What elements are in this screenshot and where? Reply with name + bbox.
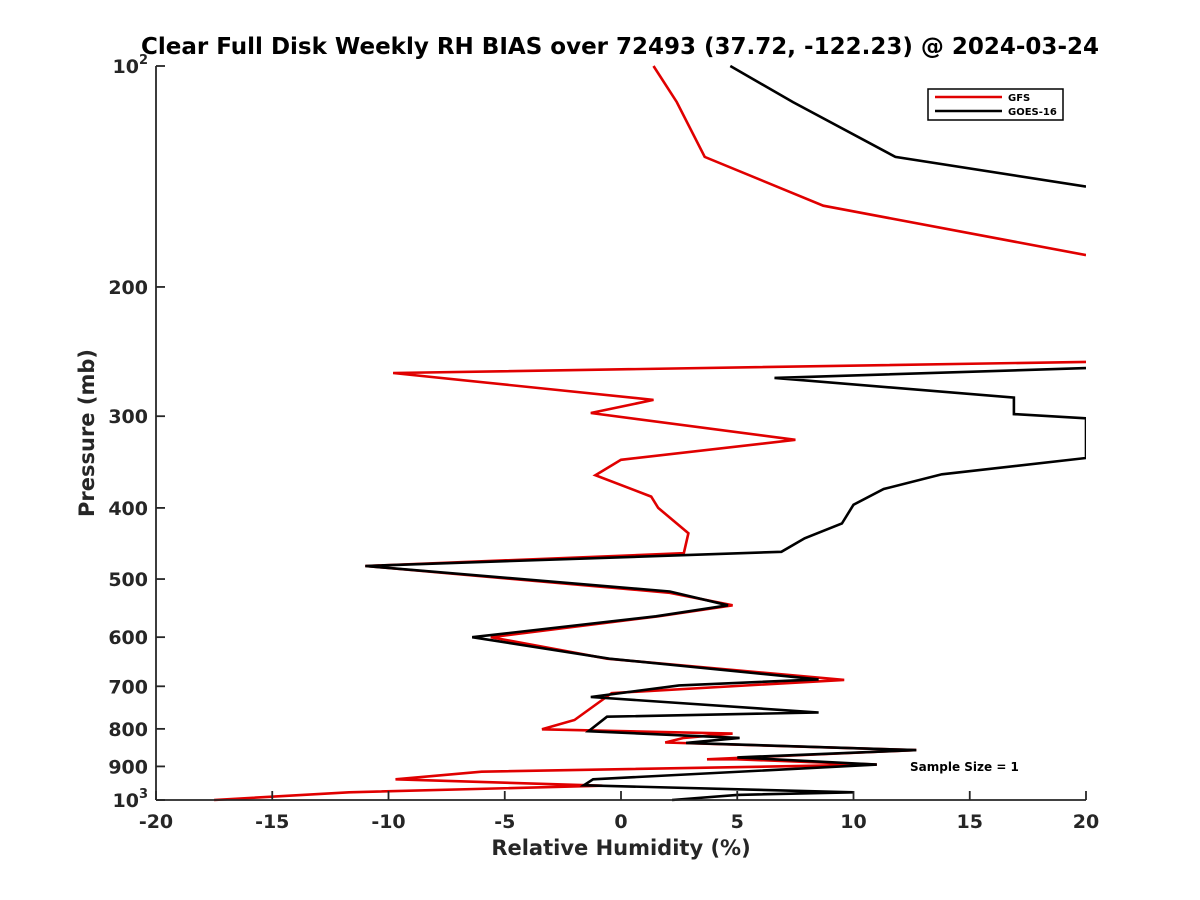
y-tick-label: 900	[108, 756, 148, 778]
legend-goes16-label: GOES-16	[1008, 107, 1057, 118]
legend-box	[927, 88, 1064, 121]
x-tick-label: 5	[731, 811, 744, 833]
y-tick-label: 800	[108, 719, 148, 741]
x-tick-label: -10	[371, 811, 405, 833]
y-axis-label: Pressure (mb)	[75, 349, 99, 517]
legend: GFS GOES-16	[927, 88, 1064, 121]
series-layer	[214, 64, 1086, 802]
legend-gfs-label: GFS	[1008, 93, 1030, 104]
y-tick-label: 103	[113, 787, 149, 812]
x-tick-label: 0	[614, 811, 627, 833]
x-tick-label: -5	[494, 811, 515, 833]
y-tick-label: 102	[113, 53, 149, 78]
x-tick-label: 10	[840, 811, 866, 833]
x-axis-label: Relative Humidity (%)	[491, 836, 750, 860]
chart-title: Clear Full Disk Weekly RH BIAS over 7249…	[141, 34, 1099, 60]
series-gfs-line-1	[652, 65, 1086, 257]
y-tick-label: 300	[108, 406, 148, 428]
x-tick-label: 15	[957, 811, 983, 833]
y-tick-label: 500	[108, 569, 148, 591]
y-tick-label: 600	[108, 627, 148, 649]
x-tick-label: -20	[139, 811, 173, 833]
series-goes-16-line-1	[729, 64, 1086, 188]
x-tick-label: 20	[1073, 811, 1099, 833]
sample-size-annotation: Sample Size = 1	[910, 760, 1019, 774]
axes-layer: -20 -15 -10 -5 0 5 10 15 20 102 200 300 400 500 600 700…	[108, 53, 1099, 833]
y-tick-label: 700	[108, 676, 148, 698]
y-tick-label: 400	[108, 498, 148, 520]
x-tick-label: -15	[255, 811, 289, 833]
series-goes-16-line-2	[365, 366, 1086, 802]
y-tick-label: 200	[108, 277, 148, 299]
